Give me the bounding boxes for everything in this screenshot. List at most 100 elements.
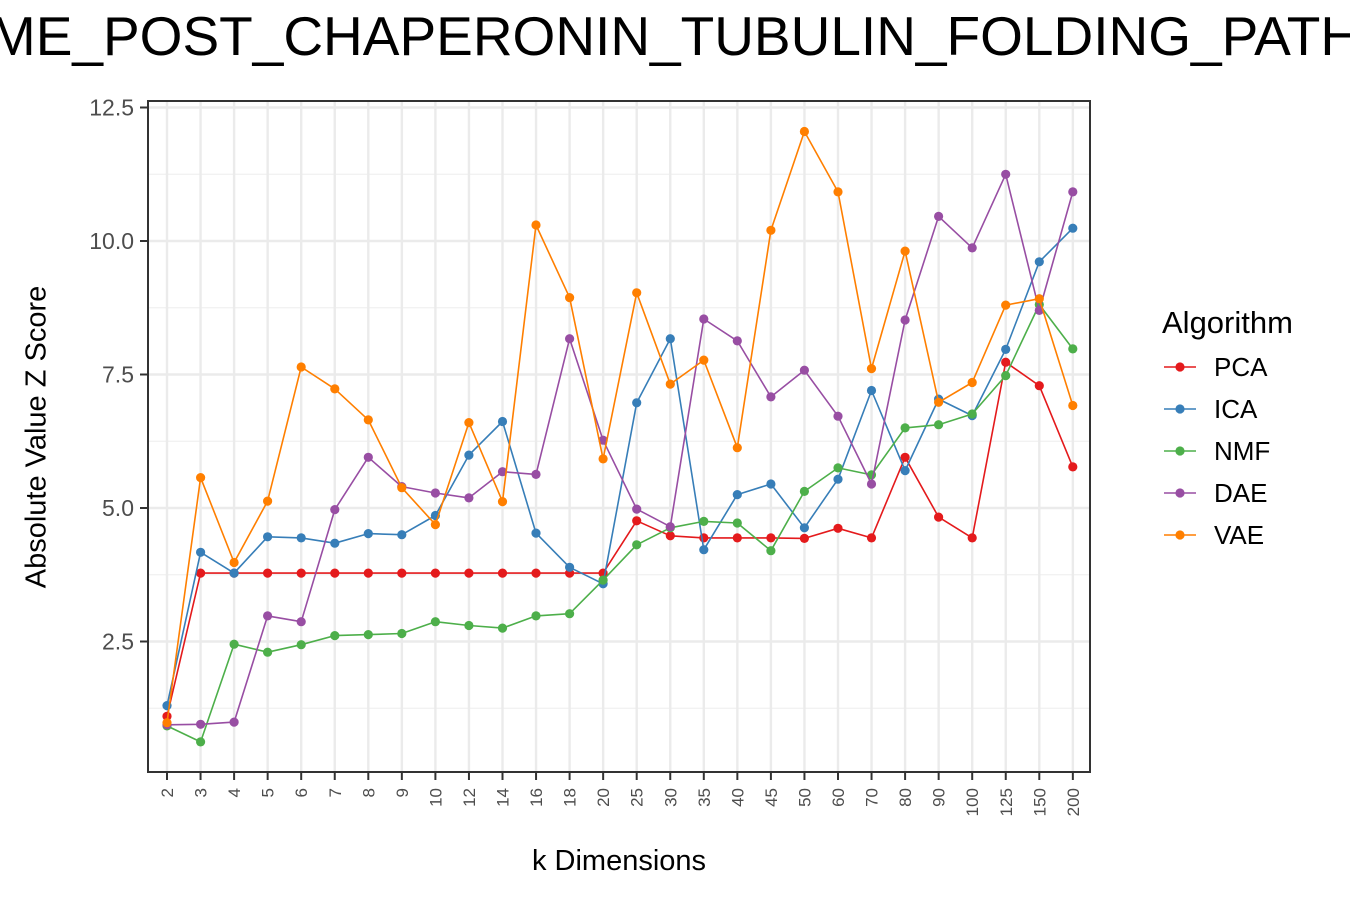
- data-point-pca: [531, 568, 541, 578]
- data-point-vae: [732, 443, 742, 453]
- x-tick-label: 45: [762, 788, 781, 807]
- data-point-pca: [833, 523, 843, 533]
- data-point-vae: [196, 473, 206, 483]
- x-tick-label: 30: [661, 788, 680, 807]
- data-point-ica: [1001, 344, 1011, 354]
- grid-major: [148, 101, 1090, 772]
- data-point-pca: [363, 568, 373, 578]
- data-point-pca: [1001, 357, 1011, 367]
- data-point-dae: [598, 435, 608, 445]
- data-point-vae: [397, 483, 407, 493]
- series-line-ica: [166, 227, 1074, 706]
- data-point-dae: [531, 469, 541, 479]
- legend-key-pca: [1164, 362, 1196, 372]
- x-tick-label: 2: [158, 788, 177, 797]
- data-point-nmf: [598, 575, 608, 585]
- data-point-nmf: [497, 623, 508, 633]
- data-point-ica: [531, 528, 541, 538]
- data-point-nmf: [632, 540, 642, 550]
- data-point-pca: [632, 516, 642, 526]
- data-point-vae: [363, 415, 373, 425]
- x-tick-label: 35: [695, 788, 714, 807]
- data-point-vae: [162, 718, 172, 728]
- legend-item-dae: DAE: [1162, 472, 1350, 514]
- data-point-vae: [263, 496, 273, 506]
- data-point-pca: [162, 711, 172, 721]
- data-point-pca: [330, 568, 340, 578]
- data-point-ica: [497, 416, 508, 427]
- y-tick-label: 7.5: [102, 362, 134, 388]
- data-point-vae: [430, 520, 440, 530]
- plot-panel-border: [147, 100, 1091, 773]
- x-tick-label: 16: [527, 788, 546, 807]
- data-point-pca: [196, 568, 206, 578]
- data-point-ica: [229, 568, 239, 578]
- data-point-nmf: [531, 611, 541, 621]
- data-point-vae: [296, 362, 306, 372]
- data-point-ica: [766, 479, 776, 489]
- data-point-ica: [263, 532, 273, 542]
- data-point-dae: [464, 493, 474, 503]
- x-tick-label: 100: [963, 788, 982, 816]
- legend-label-vae: VAE: [1214, 519, 1265, 550]
- x-tick-label: 4: [225, 788, 244, 797]
- data-point-pca: [263, 568, 273, 578]
- data-point-ica: [565, 562, 575, 572]
- data-point-pca: [967, 533, 977, 543]
- data-point-vae: [866, 364, 877, 374]
- data-point-dae: [565, 334, 575, 344]
- x-tick-label: 18: [561, 788, 580, 807]
- data-point-vae: [1068, 400, 1078, 411]
- data-point-nmf: [330, 631, 340, 641]
- legend-key-ica: [1164, 404, 1196, 414]
- data-point-dae: [833, 411, 843, 421]
- data-point-vae: [531, 220, 541, 230]
- data-point-dae: [196, 719, 206, 729]
- data-point-vae: [464, 418, 474, 428]
- data-point-pca: [665, 531, 675, 541]
- data-point-nmf: [900, 423, 910, 433]
- data-point-ica: [464, 450, 474, 460]
- x-tick-label: 125: [997, 788, 1016, 816]
- data-point-nmf: [263, 647, 273, 657]
- data-point-dae: [229, 717, 239, 727]
- data-point-vae: [632, 288, 642, 298]
- series-line-pca: [166, 361, 1074, 717]
- series-line-dae: [166, 173, 1074, 726]
- data-point-ica: [196, 547, 206, 557]
- x-tick-label: 25: [628, 788, 647, 807]
- data-point-vae: [665, 379, 675, 389]
- data-point-nmf: [732, 518, 742, 528]
- legend-label-dae: DAE: [1214, 477, 1268, 508]
- data-point-pca: [296, 568, 306, 578]
- x-tick-label: 9: [393, 788, 412, 797]
- x-tick-label: 90: [930, 788, 949, 807]
- y-tick-label: 12.5: [89, 95, 134, 121]
- data-point-pca: [699, 533, 709, 543]
- data-point-vae: [766, 225, 776, 235]
- data-point-pca: [430, 568, 440, 578]
- data-point-ica: [866, 385, 877, 396]
- data-point-dae: [330, 505, 340, 515]
- data-point-ica: [632, 398, 642, 408]
- data-point-dae: [967, 243, 977, 253]
- data-point-nmf: [1001, 371, 1011, 381]
- data-point-ica: [900, 466, 910, 476]
- y-axis-label: Absolute Value Z Score: [20, 285, 53, 589]
- data-point-pca: [497, 568, 508, 578]
- series-line-nmf: [166, 303, 1074, 743]
- data-point-dae: [766, 392, 776, 402]
- data-point-dae: [799, 365, 810, 375]
- data-point-pca: [1034, 381, 1044, 391]
- data-point-ica: [833, 474, 843, 484]
- legend-key-dae: [1164, 488, 1196, 498]
- data-point-nmf: [296, 640, 306, 650]
- x-tick-label: 80: [896, 788, 915, 807]
- legend-key-vae: [1164, 530, 1196, 540]
- x-tick-label: 5: [259, 788, 278, 797]
- x-tick-label: 40: [728, 788, 747, 807]
- data-point-nmf: [967, 409, 977, 419]
- data-point-pca: [799, 533, 810, 544]
- legend-item-pca: PCA: [1162, 346, 1350, 388]
